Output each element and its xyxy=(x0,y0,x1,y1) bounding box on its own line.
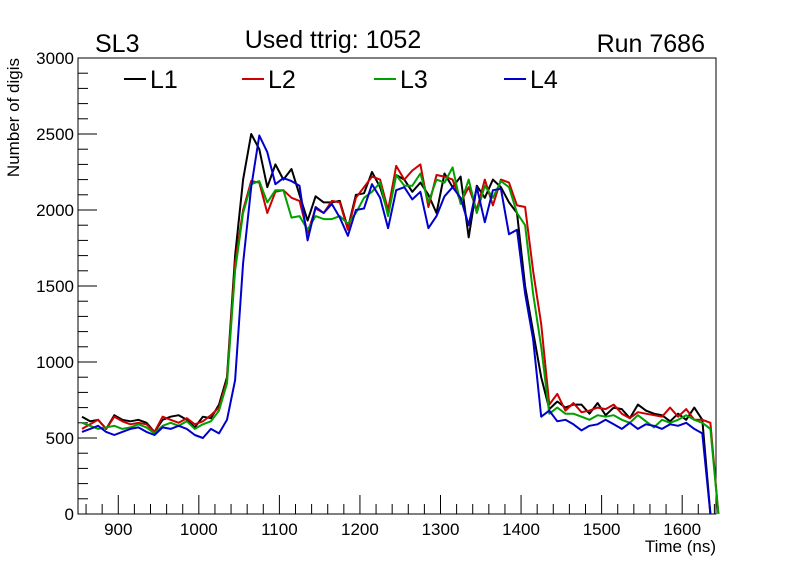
title-center: Used ttrig: 1052 xyxy=(245,26,422,54)
x-tick-label: 1000 xyxy=(180,520,218,539)
y-tick-label: 500 xyxy=(46,429,74,448)
y-tick-label: 3000 xyxy=(36,49,74,68)
series-line-l4 xyxy=(81,134,712,515)
title-left: SL3 xyxy=(95,30,139,58)
y-tick-label: 1000 xyxy=(36,353,74,372)
y-tick-label: 0 xyxy=(65,505,74,524)
legend-label: L3 xyxy=(400,66,428,94)
x-tick-label: 900 xyxy=(104,520,132,539)
x-tick-label: 1500 xyxy=(583,520,621,539)
legend-label: L1 xyxy=(150,66,178,94)
x-tick-label: 1400 xyxy=(502,520,540,539)
y-tick-label: 2500 xyxy=(36,125,74,144)
y-tick-label: 2000 xyxy=(36,201,74,220)
title-right: Run 7686 xyxy=(597,30,705,58)
x-tick-label: 1200 xyxy=(341,520,379,539)
legend-label: L4 xyxy=(530,66,558,94)
legend-label: L2 xyxy=(268,66,296,94)
plot-frame xyxy=(77,57,717,515)
y-axis-label: Number of digis xyxy=(4,58,23,177)
x-tick-label: 1300 xyxy=(422,520,460,539)
x-axis-label: Time (ns) xyxy=(645,537,716,556)
series-line-l3 xyxy=(81,166,720,515)
series-line-l2 xyxy=(81,163,720,515)
x-tick-label: 1100 xyxy=(261,520,298,539)
y-tick-label: 1500 xyxy=(36,277,74,296)
x-tick-label: 1600 xyxy=(663,520,701,539)
